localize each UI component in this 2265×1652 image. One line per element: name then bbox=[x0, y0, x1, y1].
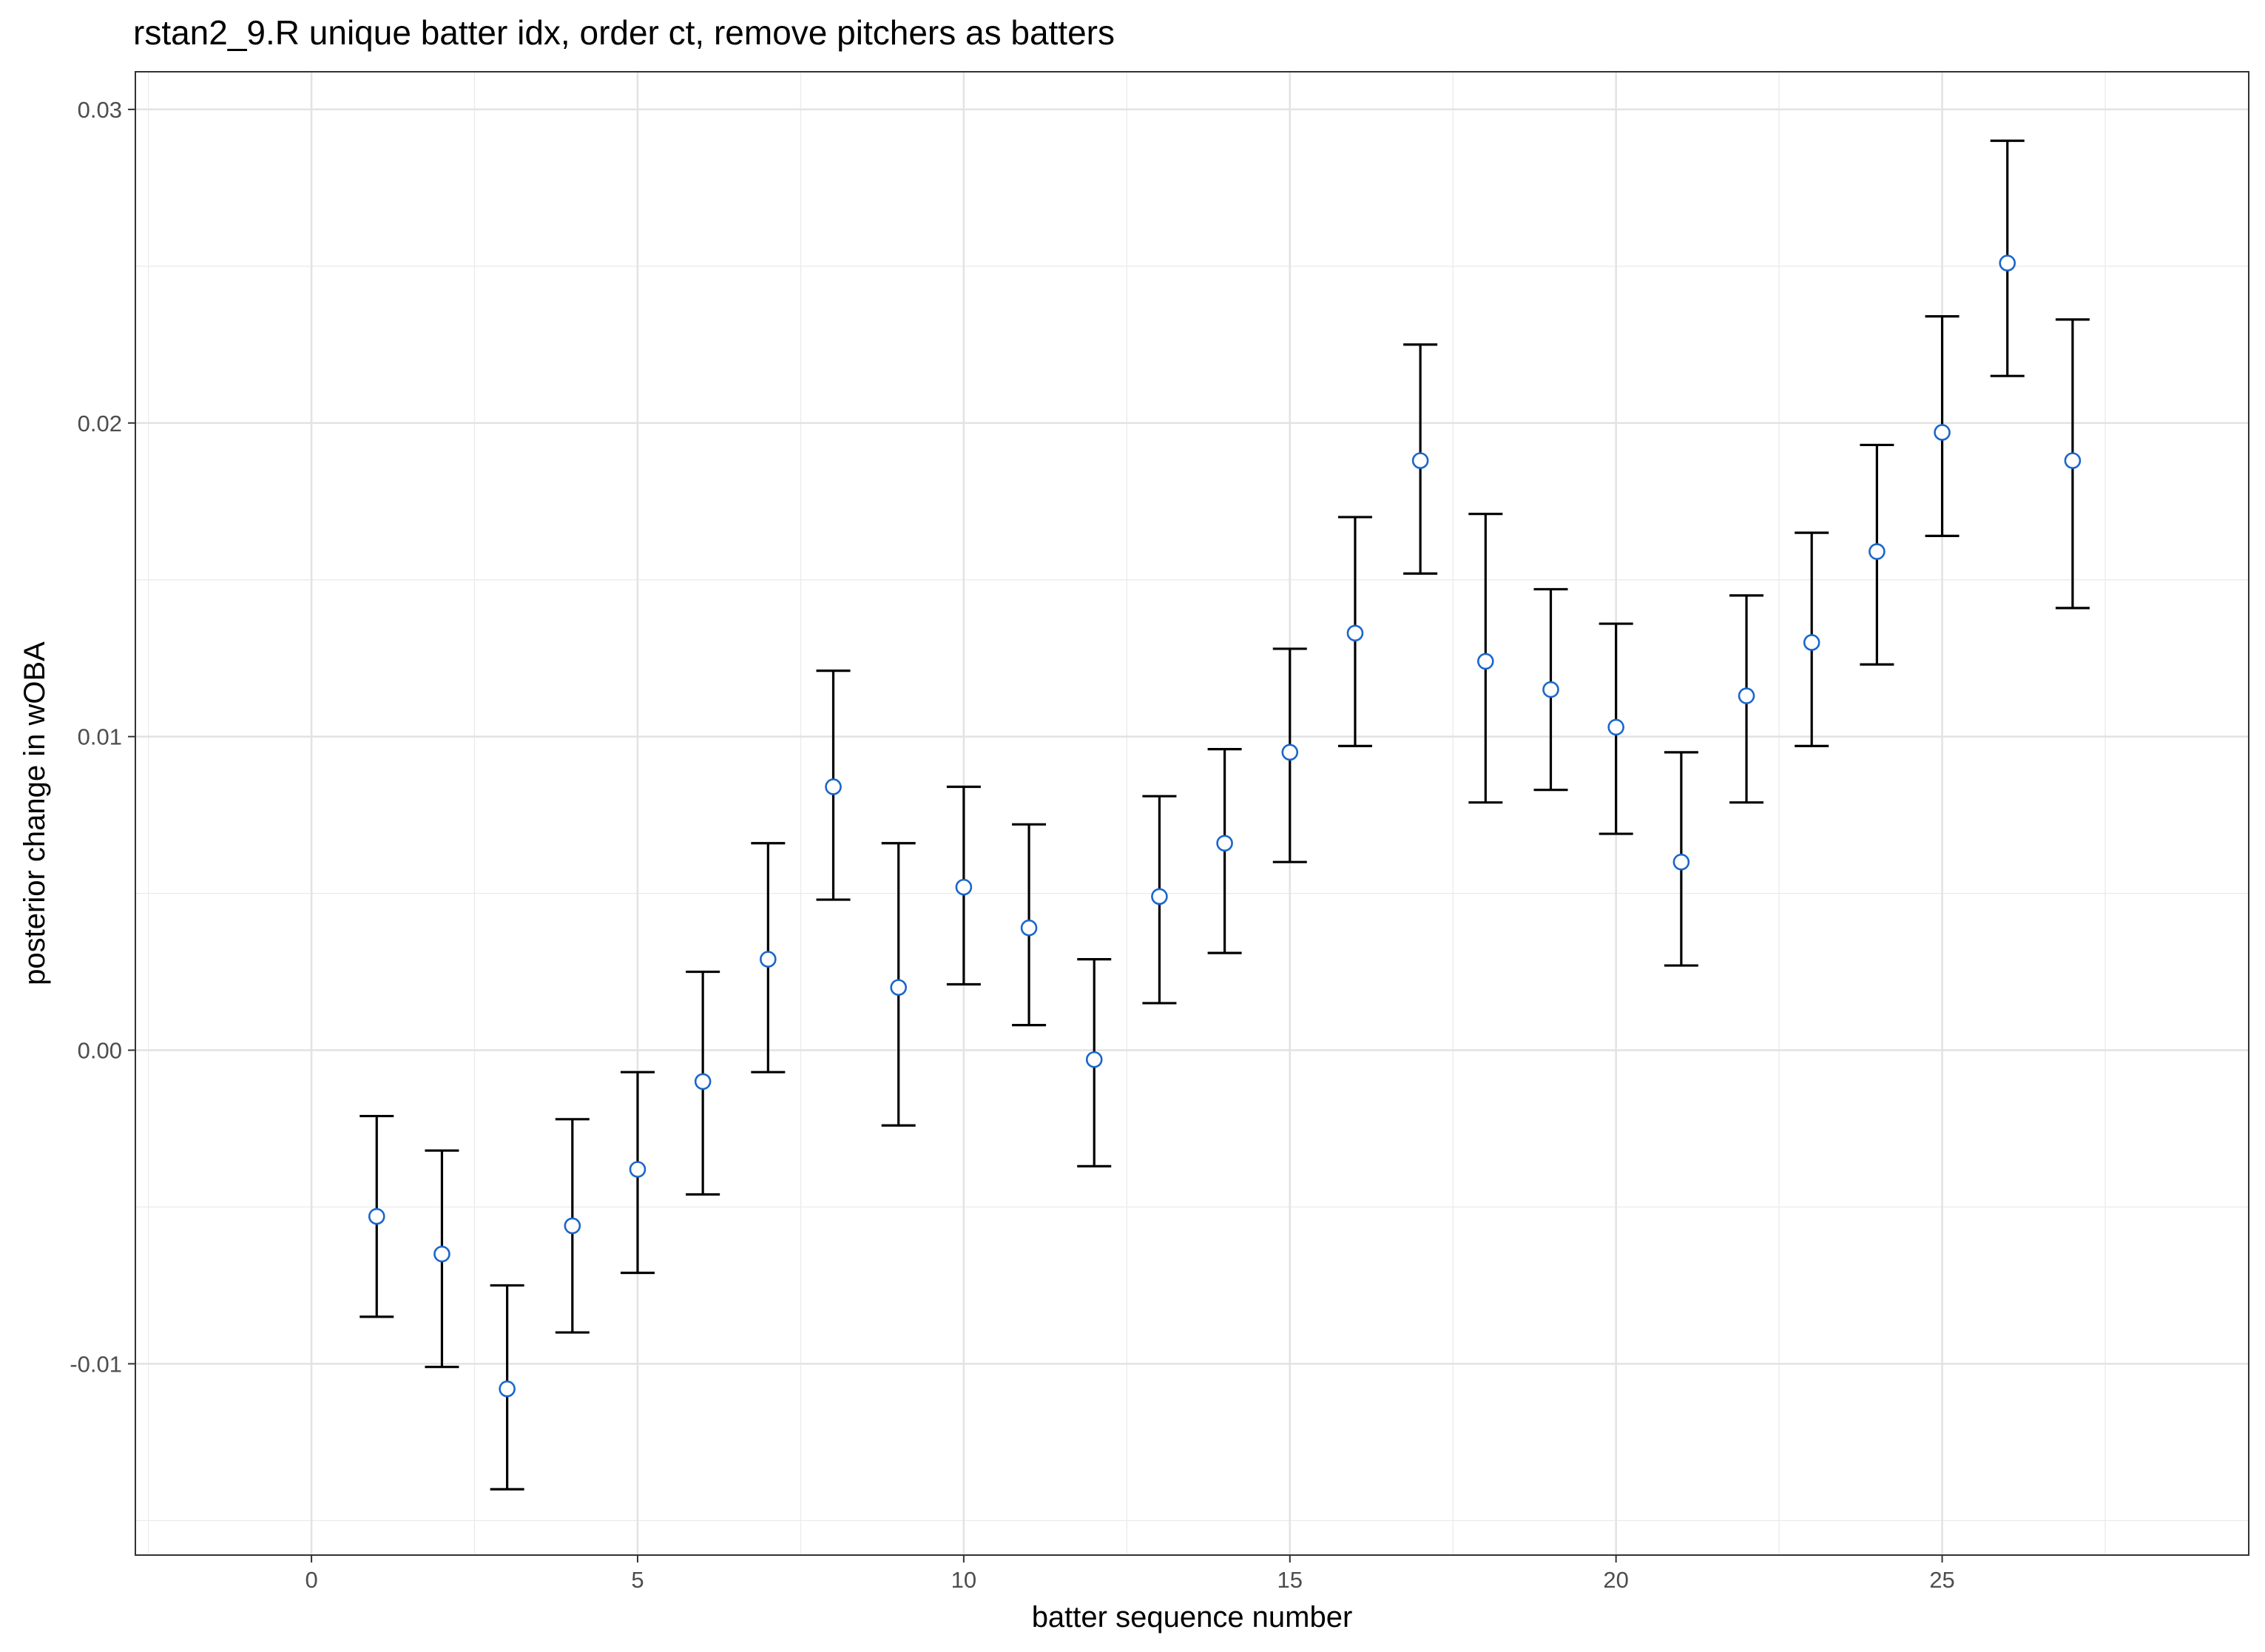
data-point bbox=[629, 1161, 647, 1178]
errorbar-group bbox=[555, 1118, 590, 1334]
y-tick-label: 0.00 bbox=[78, 1038, 122, 1064]
y-tick-label: -0.01 bbox=[70, 1351, 122, 1377]
errorbar-group bbox=[1468, 513, 1503, 804]
y-tick-label: 0.01 bbox=[78, 724, 122, 750]
errorbar-group bbox=[425, 1149, 459, 1369]
data-point bbox=[1934, 424, 1951, 441]
errorbar-group bbox=[946, 785, 981, 986]
data-point bbox=[1216, 835, 1233, 852]
panel-border bbox=[135, 71, 2249, 1556]
errorbar-group bbox=[1990, 139, 2025, 377]
errorbar-group bbox=[490, 1284, 524, 1491]
y-tick-label: 0.02 bbox=[78, 411, 122, 436]
x-tick-label: 15 bbox=[1277, 1567, 1303, 1593]
errorbar-group bbox=[1207, 748, 1242, 954]
errorbar-group bbox=[1729, 594, 1764, 804]
grid bbox=[135, 72, 2249, 1555]
x-tick-label: 0 bbox=[305, 1567, 317, 1593]
data-point bbox=[1869, 543, 1886, 560]
errorbar-group bbox=[1012, 823, 1047, 1027]
errorbar-group bbox=[686, 970, 720, 1196]
data-point bbox=[433, 1245, 450, 1263]
errorbar-group bbox=[751, 842, 786, 1073]
errorbar-group bbox=[2055, 318, 2090, 610]
data-point bbox=[1020, 919, 1038, 937]
errorbar-group bbox=[1599, 622, 1633, 835]
errorbar-group bbox=[1403, 343, 1438, 575]
axes: 0 5 10 15 20 25 -0.01 0.00 0.01 0.02 0.03 bbox=[70, 97, 1954, 1593]
errorbar-group bbox=[1664, 751, 1698, 967]
chart-title: rstan2_9.R unique batter idx, order ct, … bbox=[133, 13, 1115, 52]
data-point bbox=[499, 1380, 516, 1398]
data-point bbox=[890, 979, 907, 997]
data-point bbox=[1477, 653, 1494, 670]
errorbar-group bbox=[1272, 647, 1307, 863]
errorbar-group bbox=[881, 842, 916, 1127]
data-point bbox=[1738, 687, 1755, 704]
errorbar-group bbox=[1860, 443, 1894, 666]
data-point bbox=[1999, 254, 2016, 272]
errorbar-group bbox=[1077, 958, 1112, 1167]
data-point bbox=[825, 778, 842, 795]
data-point bbox=[760, 951, 777, 968]
errorbar-group bbox=[1337, 516, 1372, 747]
errorbar-group bbox=[816, 670, 851, 901]
x-tick-label: 20 bbox=[1603, 1567, 1628, 1593]
errorbar-group bbox=[360, 1114, 394, 1318]
data-point bbox=[1542, 681, 1559, 698]
errorbar-group bbox=[1925, 315, 1959, 537]
data-point bbox=[694, 1073, 712, 1090]
data-point bbox=[1672, 853, 1690, 871]
errorbar-group bbox=[1533, 587, 1568, 792]
data-point bbox=[1803, 634, 1820, 651]
x-tick-label: 10 bbox=[951, 1567, 976, 1593]
data-point bbox=[2064, 452, 2082, 469]
data-point bbox=[1411, 452, 1429, 469]
data-point bbox=[1085, 1051, 1103, 1068]
data-point bbox=[1346, 624, 1364, 642]
errorbar-group bbox=[1795, 531, 1829, 747]
data-point bbox=[368, 1207, 385, 1225]
data-point bbox=[1607, 718, 1624, 736]
x-tick-label: 25 bbox=[1929, 1567, 1954, 1593]
data-point bbox=[1281, 744, 1299, 761]
data-layer bbox=[360, 139, 2090, 1491]
errorbar-group bbox=[1142, 795, 1177, 1005]
x-axis-title: batter sequence number bbox=[1032, 1601, 1353, 1634]
data-point bbox=[1151, 888, 1168, 906]
data-point bbox=[955, 878, 973, 896]
y-axis-title: posterior change in wOBA bbox=[18, 641, 51, 985]
y-tick-label: 0.03 bbox=[78, 97, 122, 123]
data-point bbox=[564, 1217, 581, 1235]
errorbar-group bbox=[620, 1071, 655, 1275]
x-tick-label: 5 bbox=[631, 1567, 644, 1593]
